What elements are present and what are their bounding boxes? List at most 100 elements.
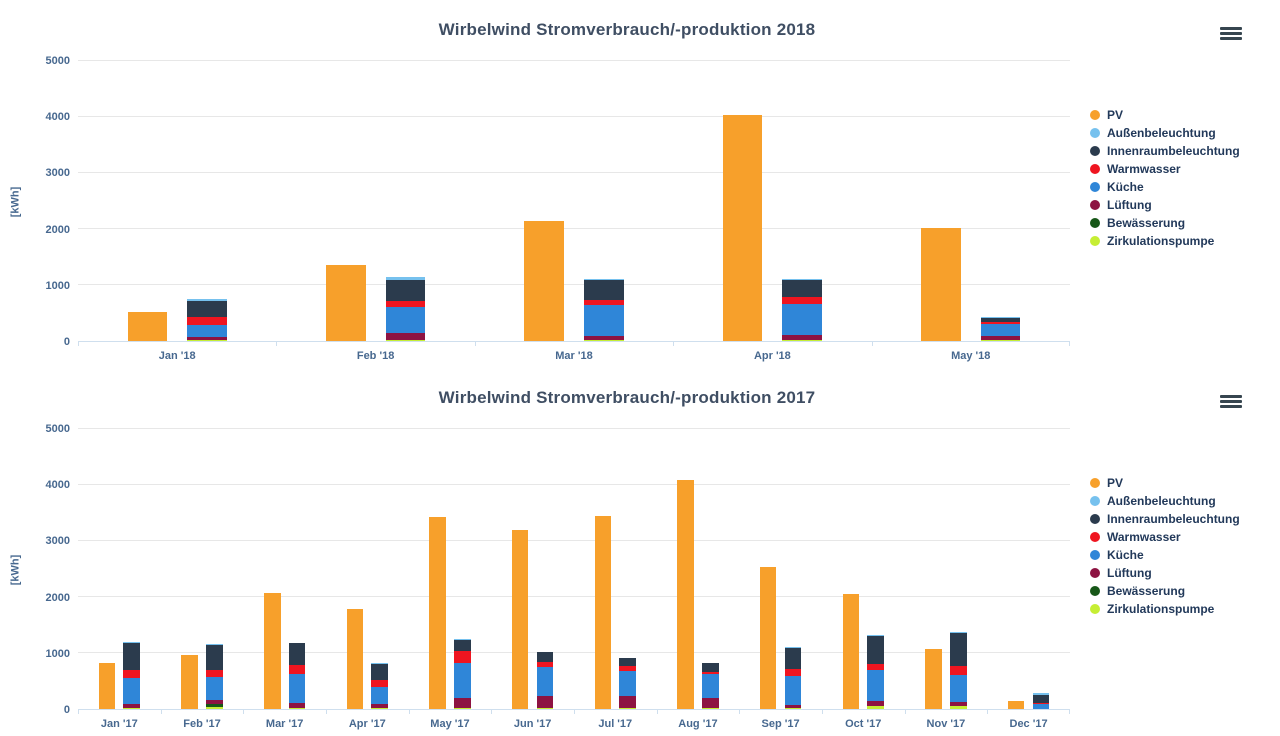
bar-pv[interactable]: [98, 662, 116, 709]
bar-segment-warmwasser[interactable]: [123, 670, 140, 678]
bar-segment-k-che[interactable]: [784, 676, 802, 706]
bar-pv[interactable]: [429, 516, 446, 709]
bar-segment-innenraumbeleuchtung[interactable]: [123, 643, 140, 671]
bar-segment-warmwasser[interactable]: [288, 665, 306, 674]
bar-pv[interactable]: [263, 593, 281, 709]
bar-segment-innenraumbeleuchtung[interactable]: [187, 301, 227, 317]
bar-pv[interactable]: [1007, 700, 1025, 709]
bar-segment-au-enbeleuchtung[interactable]: [583, 278, 624, 281]
bar-pv[interactable]: [594, 516, 612, 709]
bar-segment-innenraumbeleuchtung[interactable]: [1032, 695, 1050, 703]
bar-segment-l-ftung[interactable]: [619, 696, 636, 709]
legend-item[interactable]: Bewässerung: [1090, 214, 1280, 232]
bar-segment-zirkulationspumpe[interactable]: [784, 708, 802, 709]
legend-item[interactable]: Außenbeleuchtung: [1090, 124, 1280, 142]
legend-item[interactable]: Zirkulationspumpe: [1090, 232, 1280, 250]
bar-segment-k-che[interactable]: [867, 670, 884, 702]
bar-segment-k-che[interactable]: [782, 304, 822, 336]
bar-segment-l-ftung[interactable]: [950, 702, 967, 706]
bar-pv[interactable]: [722, 114, 763, 341]
bar-segment-innenraumbeleuchtung[interactable]: [583, 280, 624, 300]
bar-segment-zirkulationspumpe[interactable]: [980, 340, 1021, 341]
bar-segment-au-enbeleuchtung[interactable]: [867, 634, 884, 636]
bar-segment-warmwasser[interactable]: [1032, 702, 1050, 704]
bar-segment-zirkulationspumpe[interactable]: [950, 705, 967, 709]
bar-segment-zirkulationspumpe[interactable]: [454, 708, 471, 709]
legend-item[interactable]: PV: [1090, 106, 1280, 124]
bar-segment-l-ftung[interactable]: [867, 701, 884, 707]
bar-segment-l-ftung[interactable]: [206, 700, 223, 704]
bar-segment-innenraumbeleuchtung[interactable]: [206, 644, 223, 671]
bar-segment-l-ftung[interactable]: [288, 702, 306, 709]
bar-segment-zirkulationspumpe[interactable]: [187, 340, 227, 341]
bar-segment-au-enbeleuchtung[interactable]: [784, 647, 802, 648]
legend-item[interactable]: Küche: [1090, 178, 1280, 196]
bar-segment-zirkulationspumpe[interactable]: [371, 708, 388, 709]
bar-segment-zirkulationspumpe[interactable]: [782, 340, 822, 341]
bar-segment-k-che[interactable]: [187, 324, 227, 338]
bar-segment-warmwasser[interactable]: [371, 680, 388, 688]
bar-segment-au-enbeleuchtung[interactable]: [123, 642, 140, 644]
bar-segment-k-che[interactable]: [123, 677, 140, 704]
legend-item[interactable]: PV: [1090, 474, 1280, 492]
bar-segment-k-che[interactable]: [385, 306, 426, 334]
bar-segment-au-enbeleuchtung[interactable]: [980, 316, 1021, 318]
bar-pv[interactable]: [325, 265, 366, 341]
bar-segment-zirkulationspumpe[interactable]: [288, 708, 306, 709]
bar-segment-l-ftung[interactable]: [702, 697, 719, 709]
bar-segment-warmwasser[interactable]: [385, 301, 426, 307]
bar-segment-l-ftung[interactable]: [536, 696, 554, 709]
bar-segment-l-ftung[interactable]: [454, 697, 471, 709]
bar-segment-l-ftung[interactable]: [371, 703, 388, 709]
bar-segment-au-enbeleuchtung[interactable]: [950, 631, 967, 634]
bar-segment-zirkulationspumpe[interactable]: [385, 339, 426, 341]
bar-segment-zirkulationspumpe[interactable]: [867, 706, 884, 709]
bar-pv[interactable]: [842, 594, 860, 709]
context-menu-button[interactable]: [1218, 390, 1244, 412]
bar-segment-k-che[interactable]: [536, 667, 554, 697]
bar-segment-au-enbeleuchtung[interactable]: [782, 278, 822, 280]
bar-segment-warmwasser[interactable]: [454, 651, 471, 664]
bar-segment-k-che[interactable]: [454, 663, 471, 698]
bar-pv[interactable]: [511, 529, 529, 709]
bar-segment-au-enbeleuchtung[interactable]: [1032, 692, 1050, 696]
bar-segment-warmwasser[interactable]: [702, 672, 719, 674]
bar-segment-warmwasser[interactable]: [206, 670, 223, 678]
bar-segment-innenraumbeleuchtung[interactable]: [288, 643, 306, 666]
bar-segment-innenraumbeleuchtung[interactable]: [385, 280, 426, 302]
bar-segment-warmwasser[interactable]: [536, 662, 554, 668]
bar-segment-zirkulationspumpe[interactable]: [206, 706, 223, 709]
bar-segment-innenraumbeleuchtung[interactable]: [980, 317, 1021, 322]
bar-segment-innenraumbeleuchtung[interactable]: [784, 648, 802, 669]
bar-segment-au-enbeleuchtung[interactable]: [206, 643, 223, 645]
context-menu-button[interactable]: [1218, 22, 1244, 44]
bar-segment-l-ftung[interactable]: [187, 337, 227, 341]
bar-segment-au-enbeleuchtung[interactable]: [187, 298, 227, 301]
bar-pv[interactable]: [677, 479, 694, 709]
bar-segment-warmwasser[interactable]: [782, 296, 822, 305]
bar-segment-k-che[interactable]: [619, 670, 636, 697]
legend-item[interactable]: Warmwasser: [1090, 160, 1280, 178]
legend-item[interactable]: Bewässerung: [1090, 582, 1280, 600]
bar-segment-warmwasser[interactable]: [867, 663, 884, 671]
legend-item[interactable]: Lüftung: [1090, 196, 1280, 214]
bar-segment-warmwasser[interactable]: [583, 299, 624, 306]
bar-segment-l-ftung[interactable]: [784, 705, 802, 709]
bar-segment-zirkulationspumpe[interactable]: [123, 708, 140, 709]
bar-pv[interactable]: [346, 609, 364, 709]
bar-segment-k-che[interactable]: [583, 305, 624, 337]
bar-segment-warmwasser[interactable]: [784, 668, 802, 677]
bar-segment-k-che[interactable]: [1032, 703, 1050, 709]
legend-item[interactable]: Zirkulationspumpe: [1090, 600, 1280, 618]
legend-item[interactable]: Außenbeleuchtung: [1090, 492, 1280, 510]
bar-segment-l-ftung[interactable]: [980, 335, 1021, 341]
bar-segment-l-ftung[interactable]: [583, 336, 624, 341]
bar-pv[interactable]: [524, 220, 565, 341]
bar-segment-zirkulationspumpe[interactable]: [619, 708, 636, 709]
bar-pv[interactable]: [181, 654, 198, 709]
bar-segment-innenraumbeleuchtung[interactable]: [371, 663, 388, 681]
bar-pv[interactable]: [127, 311, 168, 341]
bar-segment-au-enbeleuchtung[interactable]: [288, 642, 306, 644]
bar-segment-k-che[interactable]: [950, 675, 967, 703]
legend-item[interactable]: Lüftung: [1090, 564, 1280, 582]
